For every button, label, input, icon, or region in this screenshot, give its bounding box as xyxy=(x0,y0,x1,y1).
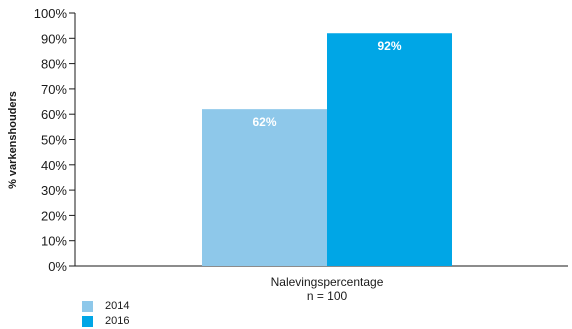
y-tick-label: 10% xyxy=(41,234,67,249)
data-label-2016: 92% xyxy=(377,39,401,53)
legend-item-2016: 2016 xyxy=(82,314,129,329)
bar-chart: 0% 10% 20% 30% 40% 50% 60% 70% 80% 90% 100% 62% 92%… xyxy=(7,6,568,300)
legend: 2014 2016 xyxy=(82,299,129,329)
legend-label-2016: 2016 xyxy=(105,315,130,327)
y-tick-label: 50% xyxy=(41,133,67,148)
data-label-2014: 62% xyxy=(252,115,276,129)
bar-2016 xyxy=(327,33,452,266)
y-tick-label: 40% xyxy=(41,158,67,173)
bars: 62% 92% xyxy=(202,33,452,266)
y-tick-label: 30% xyxy=(41,183,67,198)
y-tick-label: 60% xyxy=(41,107,67,122)
y-tick-label: 100% xyxy=(34,6,68,21)
y-tick-label: 0% xyxy=(48,259,67,274)
y-tick-label: 80% xyxy=(41,57,67,72)
y-axis-label: % varkenshouders xyxy=(7,91,19,189)
category-label: Nalevingspercentage xyxy=(271,275,384,289)
legend-swatch-2016 xyxy=(82,316,93,327)
y-tick-label: 90% xyxy=(41,31,67,46)
y-tick-label: 70% xyxy=(41,82,67,97)
y-tick-label: 20% xyxy=(41,208,67,223)
legend-label-2014: 2014 xyxy=(105,300,130,312)
y-axis-ticks: 0% 10% 20% 30% 40% 50% 60% 70% 80% 90% 100% xyxy=(34,6,75,274)
legend-item-2014: 2014 xyxy=(82,299,129,314)
category-sublabel: n = 100 xyxy=(307,289,348,300)
bar-2014 xyxy=(202,109,327,266)
legend-swatch-2014 xyxy=(82,301,93,312)
